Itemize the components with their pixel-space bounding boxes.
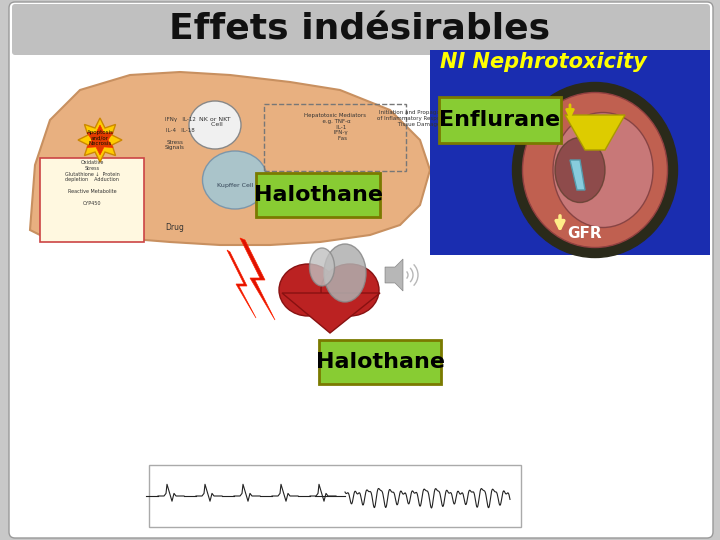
Ellipse shape <box>202 151 268 209</box>
Ellipse shape <box>279 264 337 316</box>
Text: NI Nephrotoxicity: NI Nephrotoxicity <box>440 52 647 72</box>
Ellipse shape <box>324 244 366 302</box>
Polygon shape <box>385 259 403 291</box>
FancyBboxPatch shape <box>149 465 521 527</box>
Polygon shape <box>282 293 380 333</box>
Polygon shape <box>565 115 625 150</box>
Text: Hepatotoxic Mediators
  e.g. TNF-α
       IL-1
      IFN-γ
        Fas: Hepatotoxic Mediators e.g. TNF-α IL-1 IF… <box>304 113 366 141</box>
FancyBboxPatch shape <box>319 340 441 384</box>
FancyBboxPatch shape <box>439 97 561 143</box>
Text: Stress
Signals: Stress Signals <box>165 140 185 151</box>
Text: Enflurane: Enflurane <box>439 110 561 130</box>
Polygon shape <box>30 72 430 245</box>
FancyBboxPatch shape <box>256 173 380 217</box>
Polygon shape <box>570 160 585 190</box>
Ellipse shape <box>553 112 653 227</box>
Text: IFNγ   IL-12: IFNγ IL-12 <box>165 118 195 123</box>
Ellipse shape <box>523 92 667 247</box>
Polygon shape <box>227 250 256 318</box>
Text: Kupffer Cell: Kupffer Cell <box>217 183 253 187</box>
Ellipse shape <box>310 248 335 286</box>
FancyBboxPatch shape <box>9 2 713 538</box>
Text: GFR: GFR <box>567 226 602 240</box>
Ellipse shape <box>513 83 678 258</box>
Polygon shape <box>240 238 275 320</box>
Polygon shape <box>87 125 113 155</box>
Ellipse shape <box>555 138 605 202</box>
FancyBboxPatch shape <box>40 158 144 242</box>
Text: Halothane: Halothane <box>315 352 444 372</box>
Text: Drug: Drug <box>166 224 184 233</box>
FancyBboxPatch shape <box>430 50 710 255</box>
FancyBboxPatch shape <box>12 4 710 55</box>
Polygon shape <box>78 118 122 162</box>
Text: Oxidative
Stress
Glutathione ↓  Protein
depletion    Adduction

Reactive Metabol: Oxidative Stress Glutathione ↓ Protein d… <box>65 160 120 206</box>
Text: IL-4   IL-18: IL-4 IL-18 <box>166 127 194 132</box>
Text: Halothane: Halothane <box>253 185 382 205</box>
Text: Effets indésirables: Effets indésirables <box>169 12 551 46</box>
Text: NK or NKT
  Cell: NK or NKT Cell <box>199 117 231 127</box>
Text: Initiation and Propagation
of Inflammatory Responses
     Tissue Damage: Initiation and Propagation of Inflammato… <box>377 110 453 126</box>
Ellipse shape <box>189 101 241 149</box>
Text: Apoptosis
and/or
Necrosis: Apoptosis and/or Necrosis <box>86 130 114 146</box>
Ellipse shape <box>321 264 379 316</box>
